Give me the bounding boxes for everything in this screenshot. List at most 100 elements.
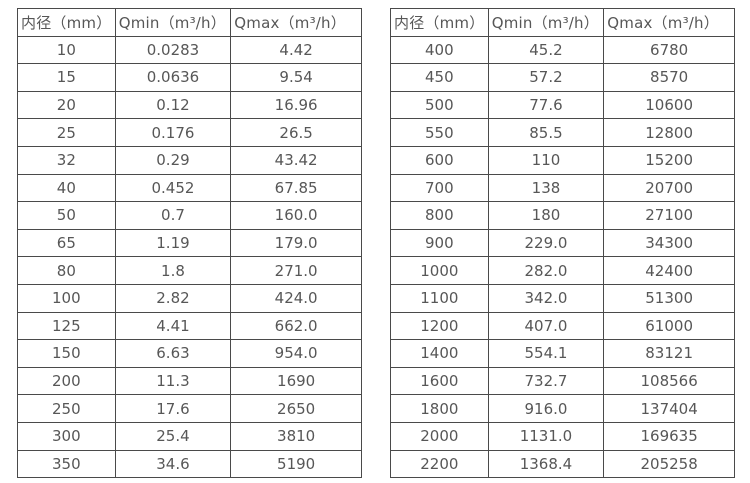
table-row: 400 45.2 6780	[390, 35, 735, 65]
column-header: Qmin（m³/h）	[114, 8, 232, 37]
table-cell: 6.63	[114, 339, 232, 368]
table-cell: 1368.4	[487, 449, 605, 479]
table-cell: 1690	[230, 366, 362, 396]
table-row: 250 17.6 2650	[17, 394, 362, 423]
table-cell: 2200	[390, 449, 489, 479]
table-cell: 400	[390, 35, 489, 65]
table-row: 125 4.41 662.0	[17, 311, 362, 341]
table-cell: 1.8	[114, 256, 232, 285]
table-row: 350 34.6 5190	[17, 449, 362, 479]
table-cell: 160.0	[230, 201, 362, 230]
table-cell: 8570	[603, 63, 735, 92]
table-cell: 108566	[603, 366, 735, 396]
table-row: 2200 1368.4 205258	[390, 449, 735, 479]
table-cell: 45.2	[487, 35, 605, 65]
table-cell: 65	[17, 228, 116, 258]
table-row: 1800 916.0 137404	[390, 394, 735, 423]
table-row: 2000 1131.0 169635	[390, 421, 735, 451]
table-cell: 80	[17, 256, 116, 285]
table-cell: 1131.0	[487, 421, 605, 451]
table-row: 32 0.29 43.42	[17, 145, 362, 175]
table-cell: 67.85	[230, 173, 362, 203]
table-cell: 51300	[603, 283, 735, 313]
table-cell: 200	[17, 366, 116, 396]
table-cell: 3810	[230, 421, 362, 451]
table-row: 40 0.452 67.85	[17, 173, 362, 203]
table-cell: 450	[390, 63, 489, 92]
table-cell: 229.0	[487, 228, 605, 258]
table-cell: 205258	[603, 449, 735, 479]
table-cell: 20700	[603, 173, 735, 203]
table-row: 800 180 27100	[390, 201, 735, 230]
table-cell: 61000	[603, 311, 735, 341]
table-row: 100 2.82 424.0	[17, 283, 362, 313]
table-cell: 407.0	[487, 311, 605, 341]
table-cell: 0.0636	[114, 63, 232, 92]
table-cell: 916.0	[487, 394, 605, 423]
table-cell: 9.54	[230, 63, 362, 92]
table-cell: 100	[17, 283, 116, 313]
tables-container: 内径（mm） Qmin（m³/h） Qmax（m³/h） 10 0.0283 4.42 1…	[17, 8, 735, 479]
table-cell: 5190	[230, 449, 362, 479]
table-cell: 180	[487, 201, 605, 230]
table-row: 50 0.7 160.0	[17, 201, 362, 230]
table-row: 65 1.19 179.0	[17, 228, 362, 258]
table-cell: 700	[390, 173, 489, 203]
table-row: 550 85.5 12800	[390, 118, 735, 147]
table-row: 150 6.63 954.0	[17, 339, 362, 368]
column-header: 内径（mm）	[17, 8, 116, 37]
table-cell: 1600	[390, 366, 489, 396]
table-cell: 40	[17, 173, 116, 203]
table-cell: 342.0	[487, 283, 605, 313]
table-cell: 57.2	[487, 63, 605, 92]
column-header: Qmax（m³/h）	[603, 8, 735, 37]
table-cell: 34.6	[114, 449, 232, 479]
table-cell: 150	[17, 339, 116, 368]
column-header: Qmax（m³/h）	[230, 8, 362, 37]
table-row: 700 138 20700	[390, 173, 735, 203]
table-cell: 10600	[603, 90, 735, 120]
table-cell: 1.19	[114, 228, 232, 258]
flow-table-small-diameter: 内径（mm） Qmin（m³/h） Qmax（m³/h） 10 0.0283 4.42 1…	[17, 8, 362, 479]
table-cell: 34300	[603, 228, 735, 258]
table-cell: 27100	[603, 201, 735, 230]
table-cell: 1400	[390, 339, 489, 368]
table-cell: 25.4	[114, 421, 232, 451]
table-row: 200 11.3 1690	[17, 366, 362, 396]
table-cell: 550	[390, 118, 489, 147]
table-cell: 0.452	[114, 173, 232, 203]
table-cell: 600	[390, 145, 489, 175]
table-cell: 42400	[603, 256, 735, 285]
table-cell: 15200	[603, 145, 735, 175]
table-cell: 4.42	[230, 35, 362, 65]
table-body: 400 45.2 6780 450 57.2 8570 500 77.6 10600 550 85.…	[390, 35, 735, 479]
table-cell: 2.82	[114, 283, 232, 313]
table-cell: 1800	[390, 394, 489, 423]
table-cell: 2000	[390, 421, 489, 451]
table-row: 450 57.2 8570	[390, 63, 735, 92]
table-cell: 900	[390, 228, 489, 258]
table-cell: 554.1	[487, 339, 605, 368]
table-cell: 20	[17, 90, 116, 120]
table-cell: 32	[17, 145, 116, 175]
table-row: 25 0.176 26.5	[17, 118, 362, 147]
table-cell: 85.5	[487, 118, 605, 147]
table-cell: 250	[17, 394, 116, 423]
table-cell: 77.6	[487, 90, 605, 120]
table-cell: 83121	[603, 339, 735, 368]
table-cell: 10	[17, 35, 116, 65]
table-row: 1100 342.0 51300	[390, 283, 735, 313]
table-cell: 25	[17, 118, 116, 147]
flow-table-large-diameter: 内径（mm） Qmin（m³/h） Qmax（m³/h） 400 45.2 6780 45…	[390, 8, 735, 479]
table-cell: 26.5	[230, 118, 362, 147]
table-row: 900 229.0 34300	[390, 228, 735, 258]
table-row: 500 77.6 10600	[390, 90, 735, 120]
table-cell: 0.29	[114, 145, 232, 175]
table-cell: 271.0	[230, 256, 362, 285]
table-header-row: 内径（mm） Qmin（m³/h） Qmax（m³/h）	[390, 8, 735, 37]
table-cell: 0.0283	[114, 35, 232, 65]
table-cell: 15	[17, 63, 116, 92]
table-cell: 4.41	[114, 311, 232, 341]
table-row: 80 1.8 271.0	[17, 256, 362, 285]
